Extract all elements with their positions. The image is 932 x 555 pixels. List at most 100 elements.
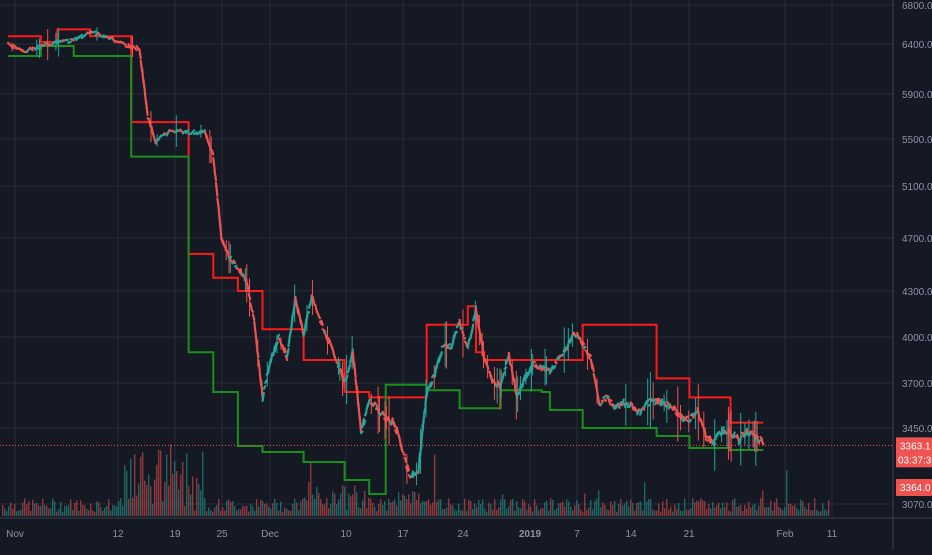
volume-bar	[416, 500, 417, 516]
volume-bar	[280, 502, 281, 516]
price-segment	[284, 348, 285, 352]
price-tick-label: 3070.0	[902, 500, 932, 511]
volume-bar	[306, 500, 307, 516]
volume-bar	[772, 510, 773, 516]
volume-bar	[66, 506, 67, 516]
volume-bar	[794, 505, 795, 516]
volume-bar	[2, 505, 3, 516]
price-tick-label: 3700.0	[902, 379, 932, 390]
volume-bar	[386, 511, 387, 516]
volume-bar	[398, 492, 399, 516]
volume-bar	[108, 499, 109, 516]
volume-bar	[278, 511, 279, 516]
volume-bar	[442, 509, 443, 516]
volume-bar	[118, 501, 119, 516]
volume-bar	[390, 503, 391, 516]
volume-bar	[760, 498, 761, 516]
volume-bar	[348, 493, 349, 516]
volume-bar	[610, 501, 611, 516]
price-segment	[605, 399, 606, 400]
volume-bar	[134, 454, 135, 516]
volume-bar	[360, 508, 361, 516]
volume-bar	[720, 508, 721, 516]
volume-bar	[330, 503, 331, 516]
volume-bar	[436, 502, 437, 516]
price-segment	[431, 382, 432, 386]
volume-bar	[630, 500, 631, 516]
volume-bar	[678, 503, 679, 516]
volume-bar	[142, 453, 143, 516]
price-segment	[472, 325, 473, 333]
volume-bar	[786, 470, 787, 516]
volume-bar	[446, 507, 447, 516]
price-segment	[361, 432, 362, 433]
volume-bar	[370, 499, 371, 516]
volume-bar	[122, 506, 123, 516]
volume-bar	[498, 507, 499, 516]
volume-bar	[274, 499, 275, 516]
volume-bar	[502, 494, 503, 516]
price-segment	[674, 406, 675, 410]
volume-bar	[224, 511, 225, 516]
volume-bar	[722, 502, 723, 516]
price-segment	[208, 142, 209, 144]
volume-bar	[282, 512, 283, 516]
volume-bar	[444, 509, 445, 516]
volume-bar	[218, 499, 219, 516]
volume-bar	[288, 510, 289, 516]
price-segment	[317, 312, 318, 315]
volume-bar	[212, 512, 213, 516]
price-segment	[629, 404, 630, 407]
volume-bar	[730, 512, 731, 516]
volume-bar	[462, 510, 463, 516]
price-segment	[364, 421, 365, 425]
price-segment	[247, 285, 248, 291]
volume-bar	[160, 451, 161, 516]
price-segment	[503, 372, 504, 374]
volume-bar	[434, 454, 435, 516]
volume-bar	[666, 499, 667, 516]
price-segment	[610, 400, 611, 401]
price-segment	[243, 276, 244, 279]
volume-bar	[368, 498, 369, 516]
volume-bar	[804, 507, 805, 516]
volume-bar	[172, 474, 173, 516]
volume-bar	[706, 509, 707, 516]
volume-bar	[396, 506, 397, 516]
price-segment	[713, 440, 714, 444]
price-segment	[232, 263, 233, 264]
volume-bar	[812, 510, 813, 516]
price-segment	[304, 330, 305, 335]
volume-bar	[100, 507, 101, 516]
volume-bar	[736, 507, 737, 516]
volume-bar	[616, 512, 617, 516]
volume-bar	[54, 502, 55, 516]
volume-bar	[764, 507, 765, 516]
volume-bar	[256, 499, 257, 516]
price-segment	[341, 369, 342, 373]
volume-bar	[422, 501, 423, 516]
price-segment	[648, 405, 649, 406]
volume-bar	[644, 482, 645, 516]
volume-bar	[570, 507, 571, 516]
volume-bar	[362, 500, 363, 516]
volume-bar	[714, 508, 715, 516]
volume-bar	[648, 499, 649, 516]
price-tick-label: 4300.0	[902, 287, 932, 298]
price-segment	[289, 335, 290, 346]
price-segment	[603, 397, 604, 398]
volume-bar	[642, 510, 643, 516]
volume-bar	[130, 459, 131, 516]
price-tick-label: 3450.0	[902, 424, 932, 435]
price-segment	[602, 401, 603, 402]
volume-bar	[342, 485, 343, 516]
time-tick-label: 11	[827, 529, 838, 540]
volume-bar	[194, 511, 195, 516]
volume-bar	[388, 499, 389, 516]
volume-bar	[474, 503, 475, 516]
volume-bar	[428, 499, 429, 516]
volume-bar	[692, 498, 693, 516]
price-segment	[215, 171, 216, 181]
